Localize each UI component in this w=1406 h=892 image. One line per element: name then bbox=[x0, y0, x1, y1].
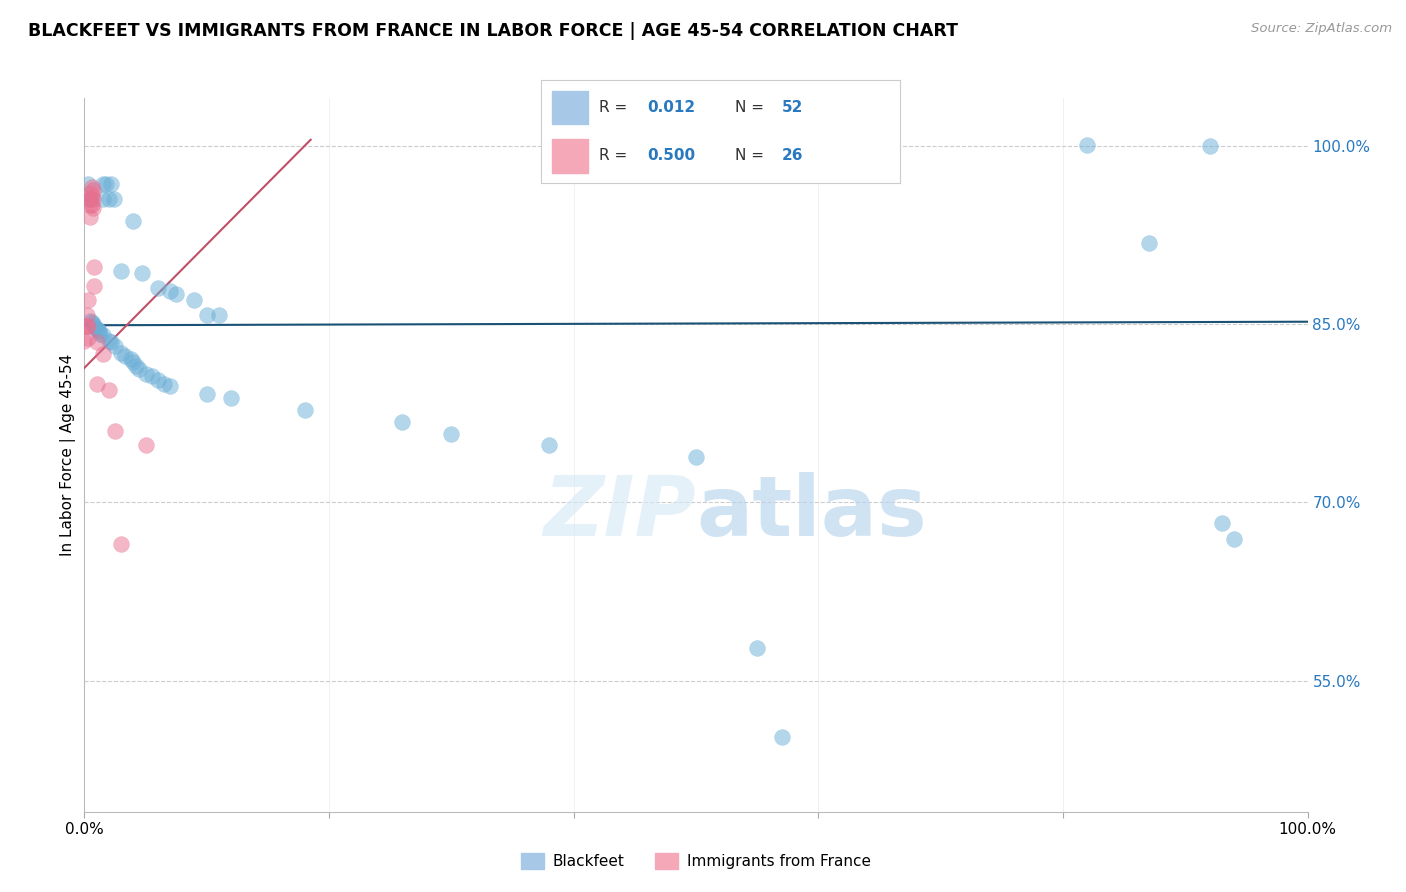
Point bbox=[91, 177, 114, 191]
Point bbox=[219, 391, 242, 405]
Point bbox=[294, 402, 316, 417]
Point bbox=[97, 383, 120, 397]
Point bbox=[100, 334, 122, 349]
Point bbox=[91, 327, 114, 342]
Text: BLACKFEET VS IMMIGRANTS FROM FRANCE IN LABOR FORCE | AGE 45-54 CORRELATION CHART: BLACKFEET VS IMMIGRANTS FROM FRANCE IN L… bbox=[28, 22, 957, 40]
Point bbox=[83, 279, 105, 293]
Point bbox=[104, 424, 127, 438]
Point bbox=[76, 308, 98, 322]
Point bbox=[73, 334, 96, 348]
Point bbox=[82, 201, 104, 215]
Point bbox=[135, 438, 157, 452]
Point bbox=[131, 266, 153, 280]
Legend: Blackfeet, Immigrants from France: Blackfeet, Immigrants from France bbox=[515, 847, 877, 875]
Point bbox=[100, 177, 122, 191]
Point bbox=[77, 192, 100, 206]
Point bbox=[97, 192, 120, 206]
Point bbox=[77, 293, 100, 308]
Point bbox=[1211, 516, 1233, 530]
Point bbox=[159, 284, 181, 298]
Text: 0.012: 0.012 bbox=[647, 100, 695, 115]
Point bbox=[97, 334, 120, 348]
Point bbox=[146, 373, 169, 387]
Text: 26: 26 bbox=[782, 148, 803, 163]
Text: atlas: atlas bbox=[696, 472, 927, 552]
Point bbox=[86, 322, 108, 336]
Point bbox=[128, 362, 150, 376]
Point bbox=[82, 183, 104, 197]
Point bbox=[82, 317, 104, 331]
Point bbox=[146, 281, 169, 295]
Point bbox=[79, 210, 101, 224]
Point bbox=[89, 326, 111, 341]
Bar bbox=[553, 139, 588, 173]
Point bbox=[79, 313, 101, 327]
Point bbox=[77, 319, 100, 334]
Point bbox=[165, 287, 187, 301]
Text: 0.500: 0.500 bbox=[647, 148, 695, 163]
Point bbox=[87, 324, 110, 338]
Point bbox=[77, 331, 100, 345]
Point bbox=[91, 347, 114, 361]
Bar bbox=[553, 91, 588, 124]
Text: 52: 52 bbox=[782, 100, 803, 115]
Point bbox=[195, 387, 218, 401]
Point bbox=[80, 180, 103, 194]
Point bbox=[208, 308, 231, 322]
Point bbox=[685, 450, 707, 465]
Text: Source: ZipAtlas.com: Source: ZipAtlas.com bbox=[1251, 22, 1392, 36]
Point bbox=[86, 334, 108, 349]
Point bbox=[538, 438, 561, 452]
Point bbox=[104, 338, 127, 352]
Point bbox=[125, 359, 148, 373]
Point bbox=[80, 188, 103, 202]
Point bbox=[80, 315, 103, 329]
Point bbox=[79, 198, 101, 212]
Point bbox=[76, 319, 98, 334]
Point bbox=[1076, 137, 1098, 152]
Y-axis label: In Labor Force | Age 45-54: In Labor Force | Age 45-54 bbox=[60, 354, 76, 556]
Point bbox=[79, 192, 101, 206]
Text: R =: R = bbox=[599, 100, 631, 115]
Point bbox=[91, 192, 114, 206]
Point bbox=[747, 640, 769, 655]
Text: ZIP: ZIP bbox=[543, 472, 696, 552]
Point bbox=[195, 308, 218, 322]
Point bbox=[141, 369, 163, 384]
Point bbox=[87, 323, 110, 337]
Point bbox=[440, 426, 463, 441]
Point bbox=[153, 376, 176, 391]
Point bbox=[110, 345, 132, 359]
Point bbox=[770, 730, 793, 744]
Point bbox=[110, 263, 132, 277]
Point bbox=[83, 319, 105, 334]
Point bbox=[159, 379, 181, 393]
Point bbox=[103, 192, 125, 206]
Point bbox=[86, 376, 108, 391]
Text: R =: R = bbox=[599, 148, 631, 163]
Point bbox=[77, 177, 100, 191]
Point bbox=[82, 192, 104, 206]
Point bbox=[114, 349, 136, 363]
Point bbox=[73, 319, 96, 334]
Point bbox=[110, 537, 132, 551]
Text: N =: N = bbox=[735, 100, 769, 115]
Point bbox=[84, 320, 107, 334]
Point bbox=[79, 192, 101, 206]
Point bbox=[96, 177, 118, 191]
Point bbox=[122, 213, 145, 227]
Point bbox=[1223, 533, 1246, 547]
Point bbox=[391, 415, 413, 429]
Point bbox=[79, 186, 101, 201]
Text: N =: N = bbox=[735, 148, 769, 163]
Point bbox=[122, 355, 145, 369]
Point bbox=[183, 293, 205, 308]
Point bbox=[80, 198, 103, 212]
Point bbox=[120, 351, 142, 366]
Point bbox=[135, 367, 157, 381]
Point bbox=[1137, 236, 1160, 251]
Point bbox=[83, 260, 105, 274]
Point bbox=[1198, 138, 1220, 153]
